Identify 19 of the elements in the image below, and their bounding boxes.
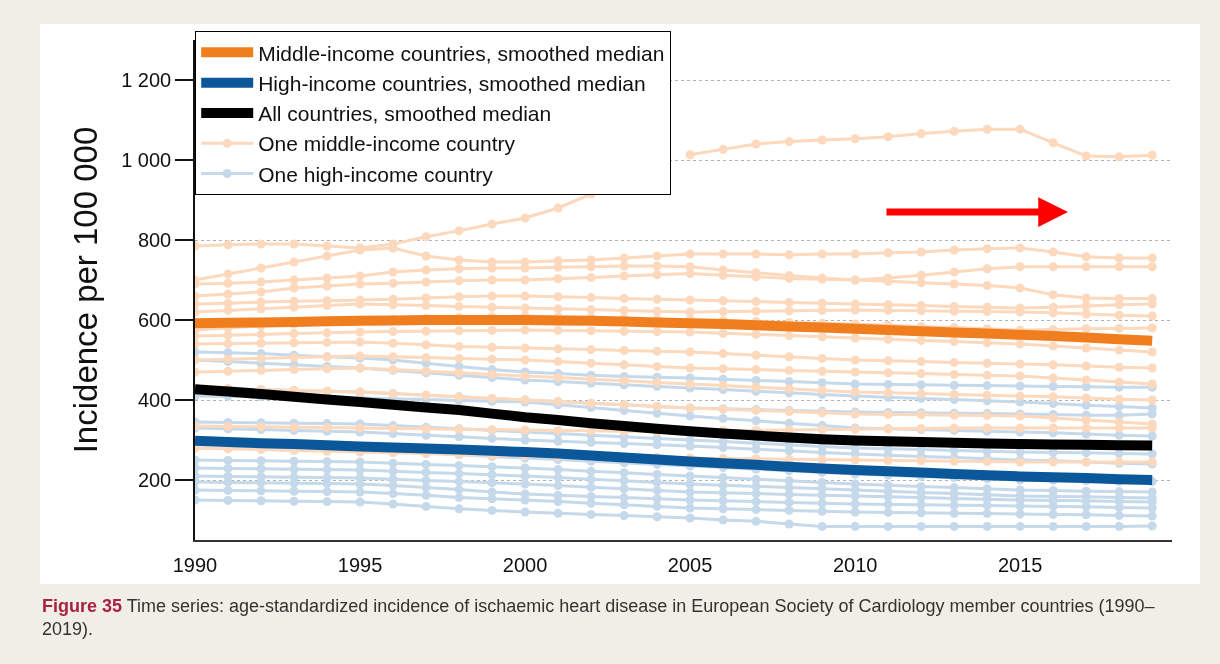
x-tick-label: 1990: [172, 553, 218, 576]
legend-label: All countries, smoothed median: [258, 102, 552, 126]
y-tick-label: 800: [137, 229, 172, 251]
y-tick-label: 1 000: [121, 149, 172, 171]
y-tick-label: 1 200: [121, 69, 172, 91]
legend-label: One middle-income country: [258, 132, 516, 156]
x-tick-label: 2015: [997, 553, 1043, 576]
legend-label: One high-income country: [258, 162, 494, 186]
y-tick-label: 400: [137, 389, 172, 411]
y-tick-label: 200: [137, 469, 172, 491]
caption: Figure 35: [42, 596, 123, 616]
legend-label: Middle-income countries, smoothed median: [258, 41, 665, 65]
y-axis-title: Incidence per 100 000: [66, 126, 104, 454]
x-tick-label: 2000: [502, 553, 548, 576]
x-tick-label: 2005: [667, 553, 713, 576]
x-tick-label: 1995: [337, 553, 383, 576]
y-tick-label: 600: [137, 309, 172, 331]
x-tick-label: 2010: [832, 553, 878, 576]
legend-label: High-income countries, smoothed median: [258, 71, 646, 95]
